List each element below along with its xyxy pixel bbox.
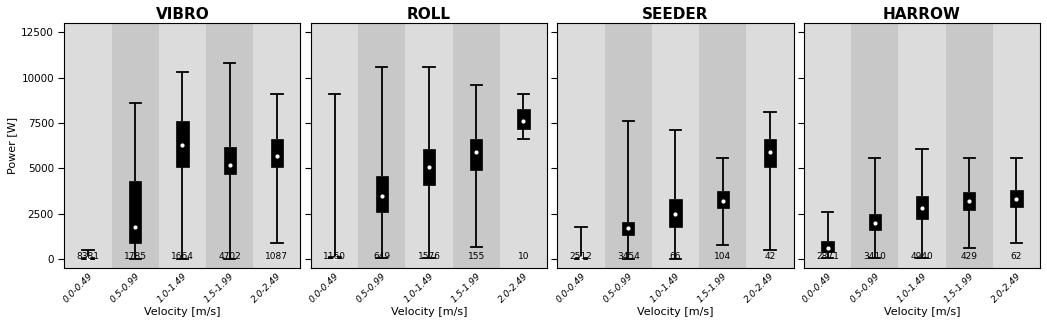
Text: 3454: 3454: [617, 252, 640, 261]
Bar: [499, 23, 547, 269]
Text: 1087: 1087: [265, 252, 288, 261]
Title: HARROW: HARROW: [883, 7, 961, 22]
Text: 10: 10: [517, 252, 529, 261]
Bar: [747, 23, 794, 269]
Bar: [223, 147, 236, 174]
Bar: [159, 23, 206, 269]
Text: 155: 155: [468, 252, 485, 261]
Bar: [557, 23, 605, 269]
Text: 1160: 1160: [324, 252, 347, 261]
Title: VIBRO: VIBRO: [156, 7, 209, 22]
Bar: [423, 148, 436, 185]
Bar: [376, 176, 387, 212]
Bar: [804, 23, 851, 269]
Text: 1785: 1785: [124, 252, 147, 261]
Bar: [452, 23, 499, 269]
Text: 66: 66: [670, 252, 682, 261]
Bar: [869, 214, 881, 230]
Bar: [206, 23, 253, 269]
Bar: [575, 257, 587, 259]
Bar: [470, 139, 483, 170]
Text: 62: 62: [1010, 252, 1022, 261]
Bar: [405, 23, 452, 269]
Bar: [763, 139, 776, 167]
Bar: [605, 23, 652, 269]
Text: 8381: 8381: [76, 252, 99, 261]
X-axis label: Velocity [m/s]: Velocity [m/s]: [638, 307, 714, 317]
Text: 4940: 4940: [911, 252, 933, 261]
Bar: [176, 121, 188, 167]
Bar: [699, 23, 747, 269]
Bar: [622, 222, 634, 235]
Text: 3410: 3410: [864, 252, 886, 261]
Bar: [963, 192, 976, 210]
Bar: [517, 109, 530, 129]
Bar: [82, 257, 94, 259]
Bar: [112, 23, 159, 269]
Y-axis label: Power [W]: Power [W]: [7, 117, 17, 174]
X-axis label: Velocity [m/s]: Velocity [m/s]: [144, 307, 221, 317]
Text: 42: 42: [764, 252, 776, 261]
Bar: [851, 23, 898, 269]
X-axis label: Velocity [m/s]: Velocity [m/s]: [884, 307, 960, 317]
Text: 2512: 2512: [570, 252, 593, 261]
Bar: [253, 23, 300, 269]
Bar: [311, 23, 358, 269]
Bar: [329, 256, 340, 258]
Bar: [271, 139, 283, 167]
Text: 4702: 4702: [218, 252, 241, 261]
Bar: [945, 23, 993, 269]
Bar: [916, 196, 928, 219]
Text: 104: 104: [714, 252, 731, 261]
Bar: [898, 23, 945, 269]
Text: 2871: 2871: [817, 252, 839, 261]
Text: 649: 649: [373, 252, 391, 261]
Text: 429: 429: [961, 252, 978, 261]
Title: SEEDER: SEEDER: [642, 7, 709, 22]
Bar: [669, 199, 682, 227]
Bar: [129, 181, 141, 243]
Bar: [993, 23, 1040, 269]
X-axis label: Velocity [m/s]: Velocity [m/s]: [391, 307, 467, 317]
Bar: [65, 23, 112, 269]
Text: 1664: 1664: [171, 252, 194, 261]
Bar: [716, 191, 729, 208]
Bar: [1010, 190, 1023, 207]
Bar: [358, 23, 405, 269]
Bar: [822, 241, 833, 252]
Title: ROLL: ROLL: [407, 7, 451, 22]
Bar: [652, 23, 699, 269]
Text: 1576: 1576: [418, 252, 441, 261]
